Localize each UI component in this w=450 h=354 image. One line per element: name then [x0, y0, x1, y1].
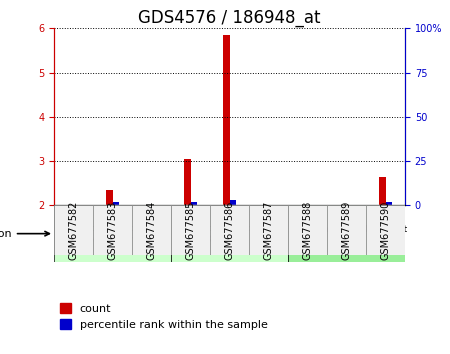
- Bar: [106, 190, 112, 205]
- Text: GSM677589: GSM677589: [342, 200, 351, 260]
- Text: GSM677588: GSM677588: [302, 200, 312, 260]
- Bar: [184, 159, 190, 205]
- Text: Candida albicans
DAY185_alive: Candida albicans DAY185_alive: [74, 224, 151, 243]
- FancyBboxPatch shape: [93, 205, 132, 255]
- Bar: [223, 35, 230, 205]
- FancyBboxPatch shape: [366, 205, 405, 255]
- Text: GSM677584: GSM677584: [147, 200, 157, 260]
- Title: GDS4576 / 186948_at: GDS4576 / 186948_at: [138, 9, 321, 27]
- FancyBboxPatch shape: [132, 205, 171, 255]
- Bar: [378, 177, 386, 205]
- FancyBboxPatch shape: [171, 205, 288, 262]
- FancyBboxPatch shape: [54, 205, 93, 255]
- Bar: [112, 202, 119, 205]
- Bar: [230, 200, 236, 205]
- FancyBboxPatch shape: [210, 205, 249, 255]
- Text: GSM677590: GSM677590: [381, 200, 391, 260]
- Text: GSM677587: GSM677587: [264, 200, 274, 260]
- FancyBboxPatch shape: [327, 205, 366, 255]
- Legend: count, percentile rank within the sample: count, percentile rank within the sample: [59, 303, 267, 330]
- Text: GSM677586: GSM677586: [225, 200, 234, 260]
- Text: Candida albicans
DAY185_heat-killed: Candida albicans DAY185_heat-killed: [186, 224, 273, 243]
- Text: GSM677583: GSM677583: [108, 200, 117, 260]
- Text: infection: infection: [0, 229, 50, 239]
- Bar: [386, 202, 392, 205]
- FancyBboxPatch shape: [54, 205, 171, 262]
- Text: GSM677582: GSM677582: [68, 200, 78, 260]
- FancyBboxPatch shape: [288, 205, 327, 255]
- Text: GSM677585: GSM677585: [185, 200, 195, 260]
- FancyBboxPatch shape: [288, 205, 405, 262]
- FancyBboxPatch shape: [249, 205, 288, 255]
- Bar: [190, 202, 197, 205]
- FancyBboxPatch shape: [171, 205, 210, 255]
- Text: Escherichia coli OP50_heat
killed: Escherichia coli OP50_heat killed: [285, 224, 408, 243]
